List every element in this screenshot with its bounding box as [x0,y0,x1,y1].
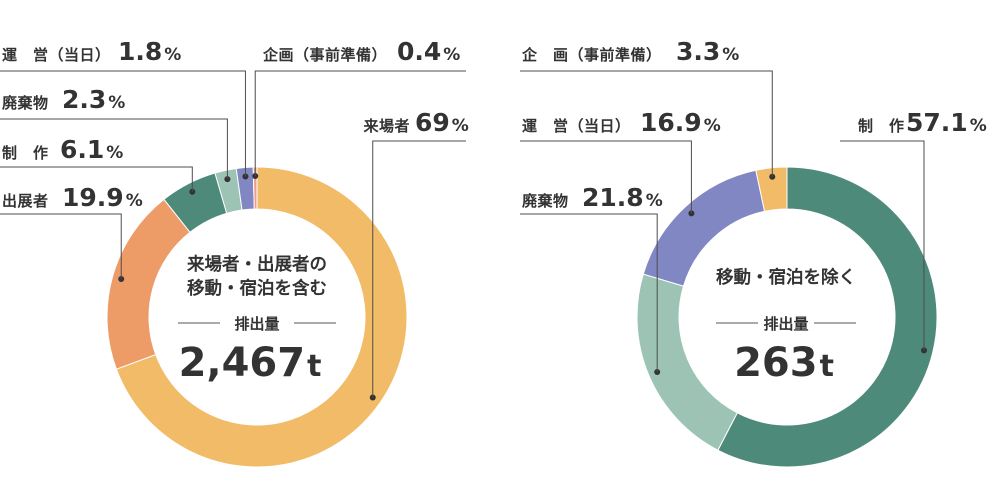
label-制作: 制 作 6.1% [2,135,123,164]
chart2-slices [636,166,938,468]
chart2-center-text: 移動・宿泊を除く 排出量 263t [716,267,856,386]
donut-chart-without-travel: 制 作 57.1% 廃棄物 21.8% 運 営（当日） 16.9% 企 画（事前… [520,37,987,468]
leader-line [840,140,925,351]
slice-value: 0.4% [397,37,460,66]
leader-line [372,140,466,398]
donut-slice-来場者 [115,166,408,468]
slice-value: 69% [415,108,469,137]
slice-value: 19.9% [62,183,143,212]
label-廃棄物: 廃棄物 2.3% [2,85,125,114]
donut-slice-企画（事前準備） [755,166,788,212]
slice-value: 6.1% [60,135,123,164]
slice-value: 16.9% [640,108,721,137]
center-title-line1: 移動・宿泊を除く [716,267,856,288]
slice-name: 廃棄物 [2,94,49,112]
donut-slice-廃棄物 [636,273,738,451]
slice-value: 2.3% [62,85,125,114]
slice-value: 1.8% [118,37,181,66]
slice-value: 3.3% [676,37,739,66]
label-運営: 運 営（当日） 1.8% [2,37,181,66]
slice-name: 制 作 [2,144,49,162]
label-制作: 制 作 57.1% [858,108,987,137]
slice-value: 21.8% [582,183,663,212]
donut-slice-出展者 [106,198,191,370]
leader-line [0,166,193,192]
center-total: 263t [734,340,834,386]
slice-name: 来場者 [362,117,410,135]
donut-slice-制作 [717,166,938,468]
label-運営: 運 営（当日） 16.9% [522,108,721,137]
slice-name: 制 作 [858,117,905,135]
leader-line [0,70,246,177]
leader-line [0,118,228,180]
slice-name: 出展者 [2,192,49,210]
chart1-center-text: 来場者・出展者の 移動・宿泊を含む 排出量 2,467t [178,254,336,386]
label-来場者: 来場者 69% [362,108,468,137]
center-total: 2,467t [179,340,322,386]
leader-line [520,213,658,373]
center-title-line2: 移動・宿泊を含む [187,278,327,299]
leader-line [766,70,773,177]
chart1-leader-lines [0,70,466,401]
chart2-leader-lines [520,70,927,376]
donut-chart-with-travel: 来場者 69% 出展者 19.9% 制 作 6.1% 廃棄物 2.3% 運 営（… [0,37,469,468]
leader-line [0,213,122,279]
slice-name: 運 営（当日） [522,117,631,135]
leader-line [520,140,692,214]
slice-name: 運 営（当日） [2,46,111,64]
slice-value: 57.1% [906,108,987,137]
center-title-line1: 来場者・出展者の [186,254,327,275]
center-subtitle: 排出量 [234,315,279,333]
label-廃棄物: 廃棄物 21.8% [522,183,663,212]
label-出展者: 出展者 19.9% [2,183,143,212]
leader-line [254,70,466,177]
slice-name: 廃棄物 [522,192,569,210]
label-企画: 企 画（事前準備） 3.3% [521,37,739,66]
center-subtitle: 排出量 [763,315,808,333]
label-企画: 企画（事前準備） 0.4% [262,37,460,66]
slice-name: 企画（事前準備） [262,46,387,64]
slice-name: 企 画（事前準備） [521,46,662,64]
